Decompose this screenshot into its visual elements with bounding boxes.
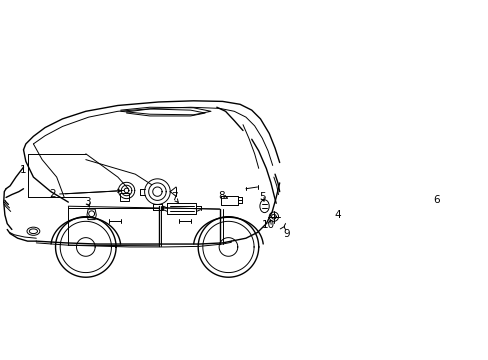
- Text: 2: 2: [49, 189, 56, 199]
- Text: 6: 6: [433, 195, 439, 205]
- Text: 8: 8: [218, 191, 224, 201]
- Text: 4: 4: [334, 210, 341, 220]
- Text: 9: 9: [283, 229, 289, 239]
- Text: 10: 10: [261, 220, 274, 230]
- Text: 1: 1: [20, 165, 27, 175]
- Text: 7: 7: [171, 193, 178, 202]
- Text: 3: 3: [84, 197, 91, 207]
- Text: 5: 5: [258, 193, 265, 202]
